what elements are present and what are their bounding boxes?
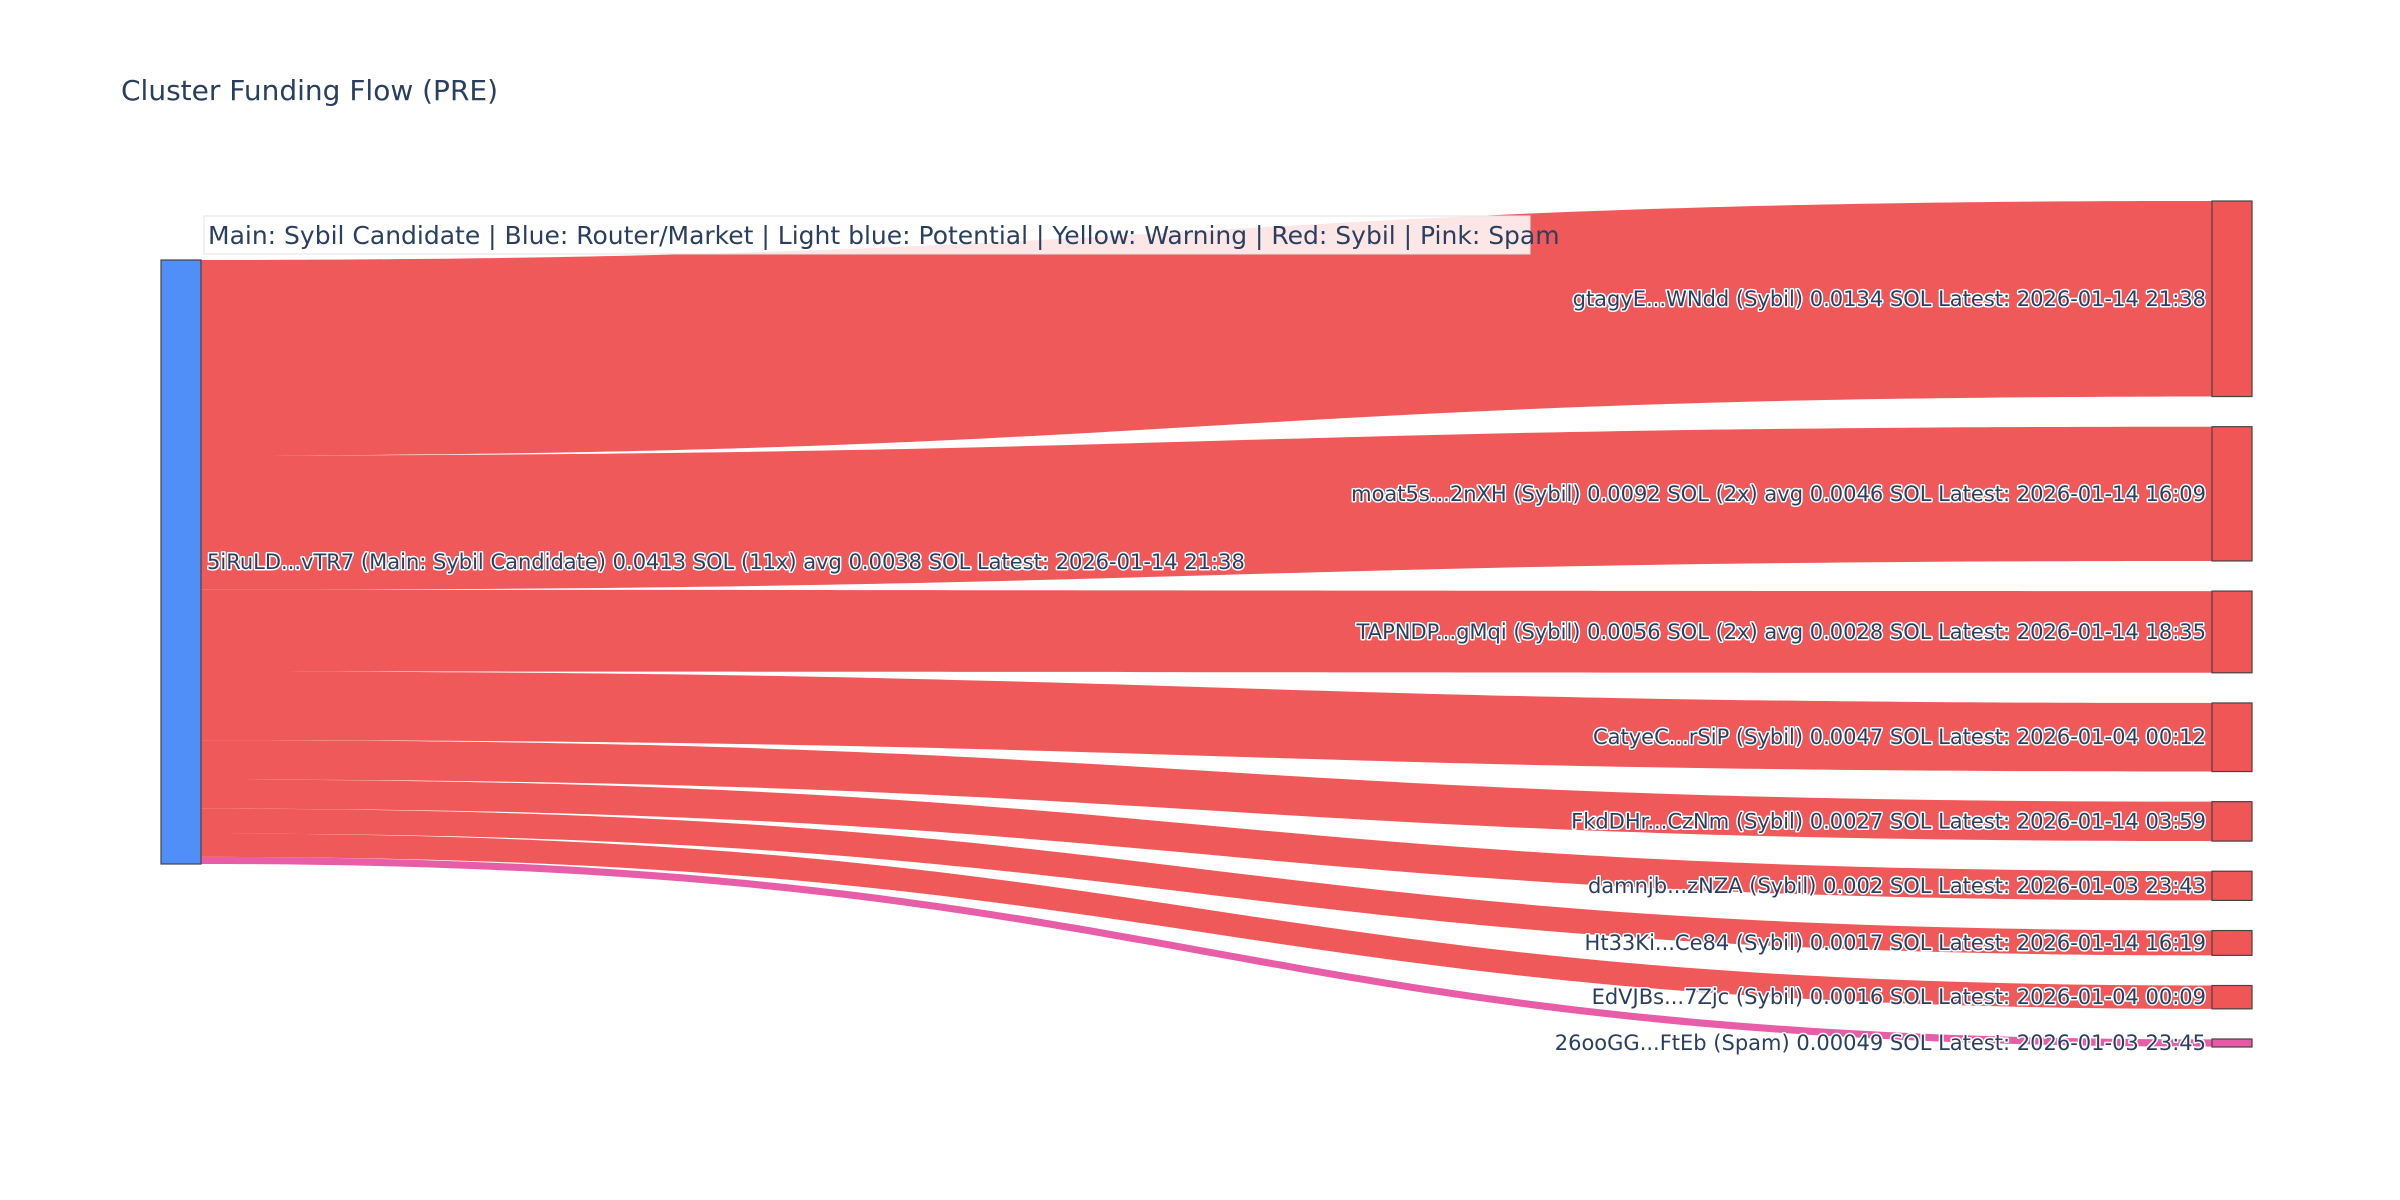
node-labels: gtagyE...WNdd (Sybil) 0.0134 SOL Latest:… bbox=[206, 285, 2208, 1056]
source-label: 5iRuLD...vTR7 (Main: Sybil Candidate) 0.… bbox=[207, 550, 1245, 574]
flow-link-t4 bbox=[201, 671, 2212, 772]
legend-note: Main: Sybil Candidate | Blue: Router/Mar… bbox=[208, 221, 1560, 250]
flow-link-t5 bbox=[201, 740, 2212, 842]
target-label-t5: FkdDHr...CzNm (Sybil) 0.0027 SOL Latest:… bbox=[1571, 809, 2206, 833]
flow-links bbox=[201, 201, 2212, 1047]
flow-link-t2 bbox=[201, 426, 2212, 590]
target-label-t8: EdVJBs...7Zjc (Sybil) 0.0016 SOL Latest:… bbox=[1592, 985, 2206, 1009]
flow-link-t7 bbox=[201, 808, 2212, 956]
target-node-t8 bbox=[2211, 984, 2253, 1010]
target-label-t3: TAPNDP...gMqi (Sybil) 0.0056 SOL (2x) av… bbox=[1356, 620, 2206, 644]
target-node-t1 bbox=[2211, 200, 2253, 398]
target-node-t5 bbox=[2211, 801, 2253, 842]
legend-background bbox=[203, 215, 1531, 255]
target-label-t6: damnjb...zNZA (Sybil) 0.002 SOL Latest: … bbox=[1588, 874, 2206, 898]
flow-link-t8 bbox=[201, 833, 2212, 1009]
target-node-t2 bbox=[2211, 426, 2253, 562]
target-label-t9: 26ooGG...FtEb (Spam) 0.00049 SOL Latest:… bbox=[1555, 1031, 2206, 1055]
target-node-t7 bbox=[2211, 929, 2253, 956]
target-node-t3 bbox=[2211, 590, 2253, 674]
target-label-t2: moat5s...2nXH (Sybil) 0.0092 SOL (2x) av… bbox=[1351, 482, 2206, 506]
flow-link-t6 bbox=[201, 779, 2212, 901]
flow-link-t9 bbox=[201, 856, 2212, 1047]
target-label-t4: CatyeC...rSiP (Sybil) 0.0047 SOL Latest:… bbox=[1593, 725, 2206, 749]
target-node-t6 bbox=[2211, 870, 2253, 902]
target-label-t1: gtagyE...WNdd (Sybil) 0.0134 SOL Latest:… bbox=[1573, 287, 2206, 311]
flow-nodes bbox=[160, 200, 2253, 1048]
target-label-t7: Ht33Ki...Ce84 (Sybil) 0.0017 SOL Latest:… bbox=[1585, 931, 2206, 955]
chart-title: Cluster Funding Flow (PRE) bbox=[121, 74, 498, 107]
source-node bbox=[160, 259, 202, 865]
flow-link-t3 bbox=[201, 589, 2212, 673]
legend-box: Main: Sybil Candidate | Blue: Router/Mar… bbox=[203, 215, 1560, 255]
target-node-t4 bbox=[2211, 702, 2253, 773]
flow-link-t1 bbox=[201, 201, 2212, 456]
target-node-t9 bbox=[2211, 1038, 2253, 1048]
